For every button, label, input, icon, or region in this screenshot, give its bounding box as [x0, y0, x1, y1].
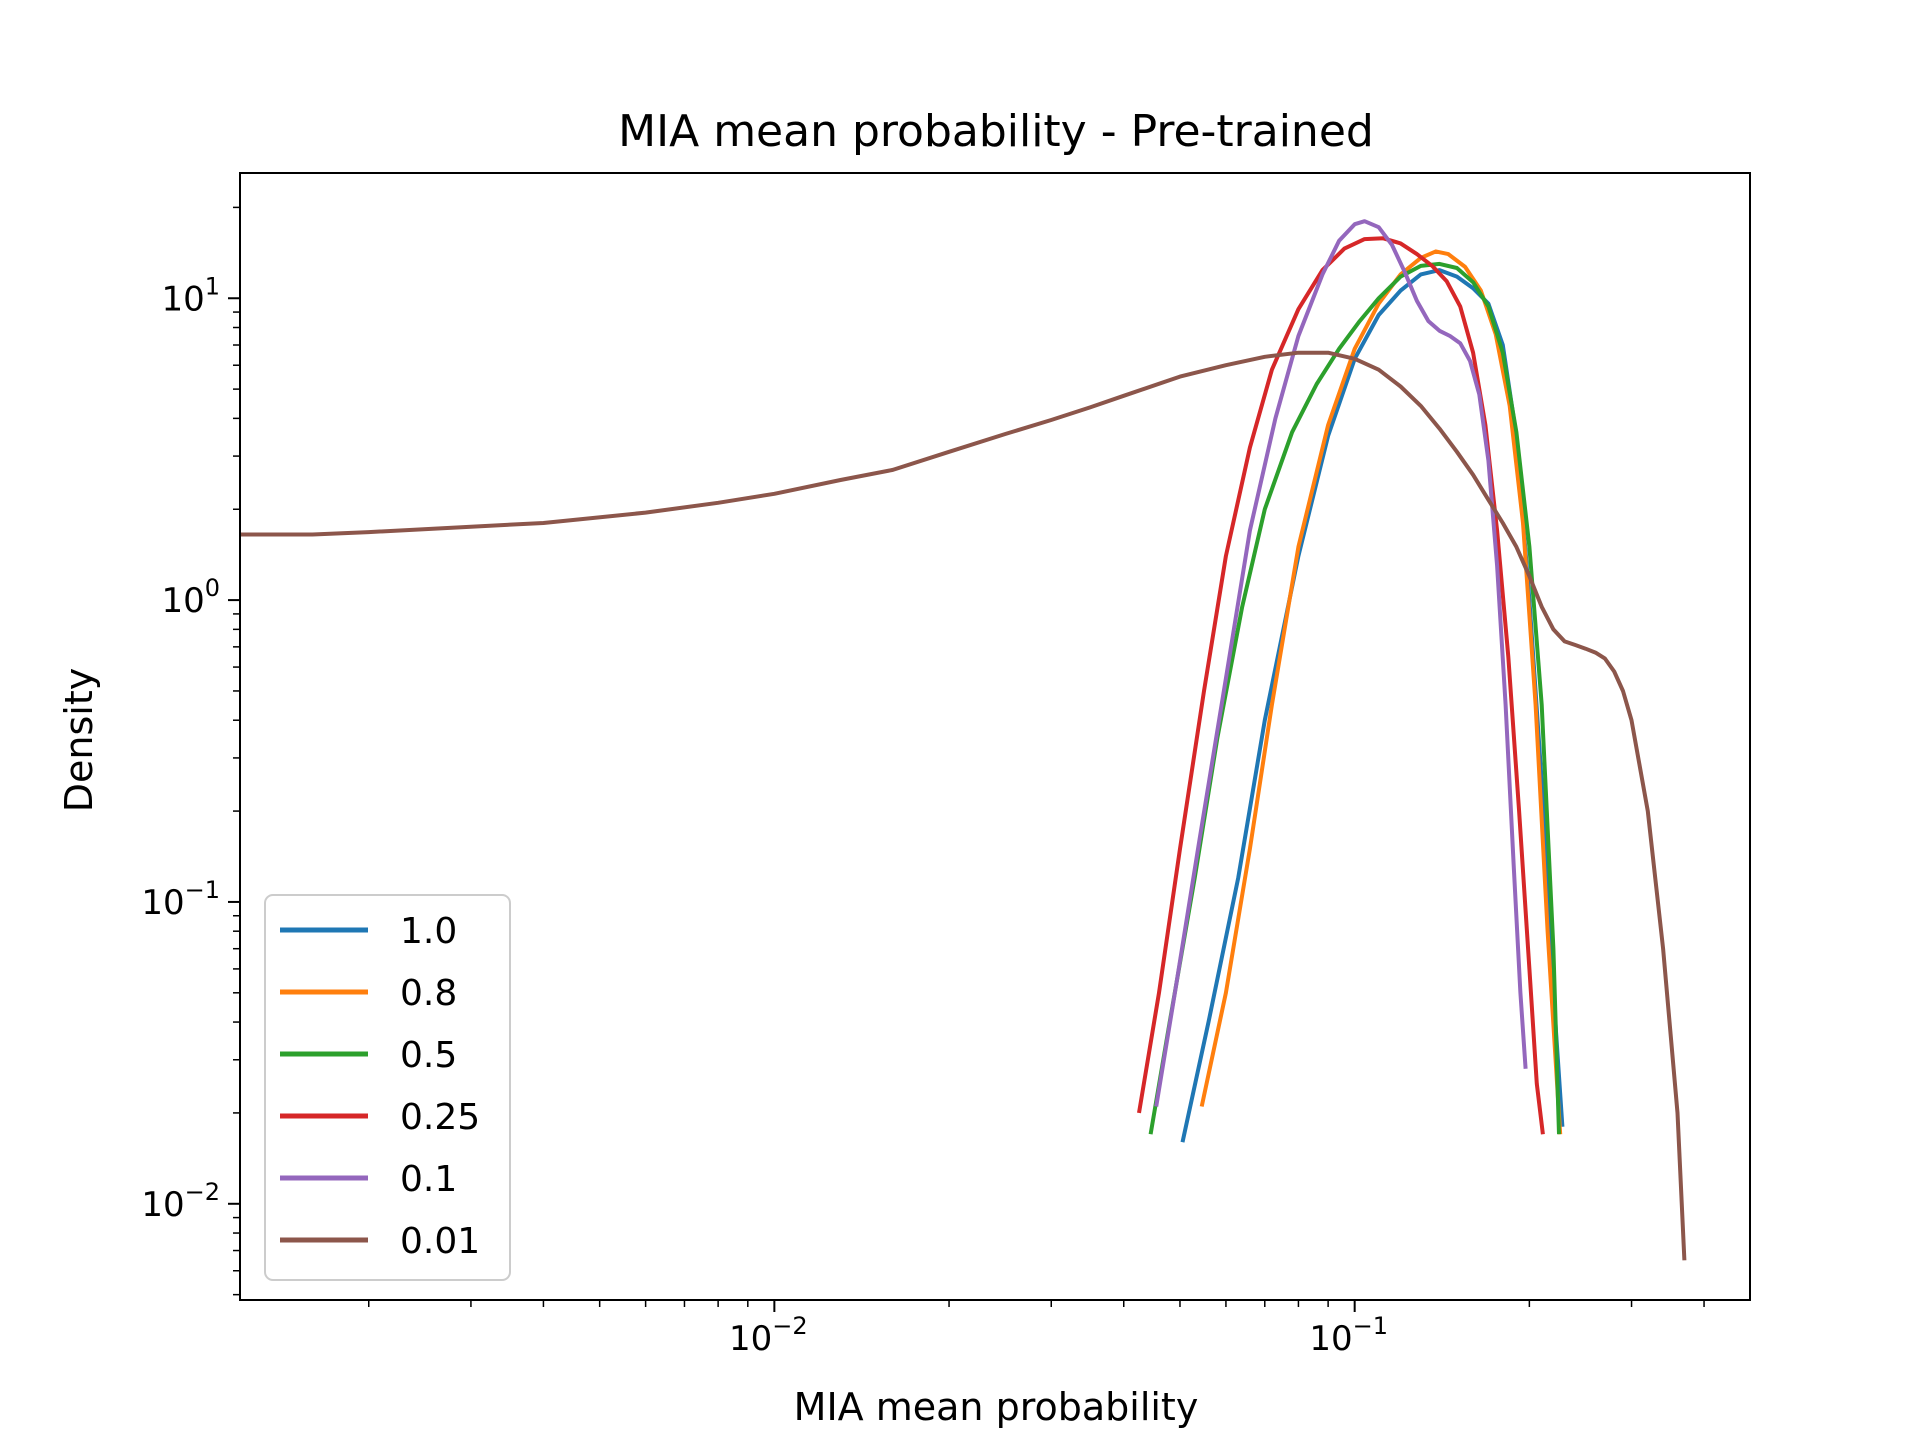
x-tick-label: 10−1 [1309, 1312, 1388, 1359]
legend-label-2: 0.5 [400, 1035, 457, 1076]
tick-layer: 10−2 10−1 101 100 10−1 10−2 [141, 206, 1705, 1359]
y-tick-label: 101 [161, 272, 220, 319]
x-tick-label: 10−2 [729, 1312, 808, 1359]
y-tick-label: 100 [161, 574, 220, 621]
series-line-3 [1137, 236, 1545, 1135]
series-line-4 [1154, 219, 1528, 1107]
x-axis-label: MIA mean probability [794, 1385, 1199, 1429]
legend-label-3: 0.25 [400, 1097, 480, 1138]
chart-title: MIA mean probability - Pre-trained [618, 106, 1374, 157]
legend-label-4: 0.1 [400, 1159, 457, 1200]
series-line-2 [1148, 261, 1561, 1135]
series-line-1 [1199, 249, 1563, 1135]
axes-frame [239, 172, 1751, 1301]
y-tick-label: 10−1 [141, 876, 220, 923]
y-tick-label: 10−2 [141, 1178, 220, 1225]
legend-label-0: 1.0 [400, 911, 457, 952]
series-layer [240, 219, 1687, 1261]
legend-label-1: 0.8 [400, 973, 457, 1014]
legend: 1.0 0.8 0.5 0.25 0.1 0.01 [264, 894, 511, 1281]
series-line-5 [240, 350, 1687, 1261]
legend-label-5: 0.01 [400, 1221, 480, 1262]
y-axis-label: Density [57, 668, 101, 812]
